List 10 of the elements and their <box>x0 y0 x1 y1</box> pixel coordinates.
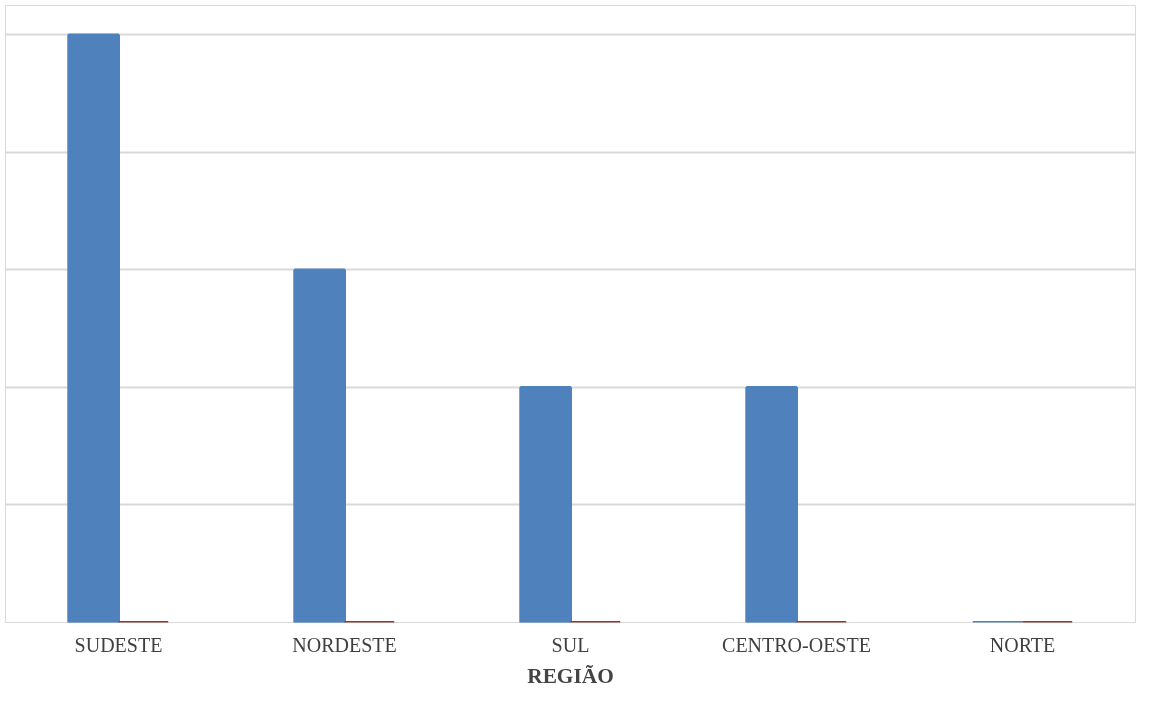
x-tick-label: CENTRO-OESTE <box>722 633 871 656</box>
x-tick-label: SUL <box>551 633 590 656</box>
bar <box>67 33 120 623</box>
x-axis-title: REGIÃO <box>527 663 614 688</box>
x-tick-label: SUDESTE <box>74 633 163 656</box>
x-tick-label: NORTE <box>989 633 1056 656</box>
bar <box>293 268 346 623</box>
x-tick-label: NORDESTE <box>292 633 397 656</box>
bar <box>745 385 798 623</box>
bar <box>519 385 572 623</box>
